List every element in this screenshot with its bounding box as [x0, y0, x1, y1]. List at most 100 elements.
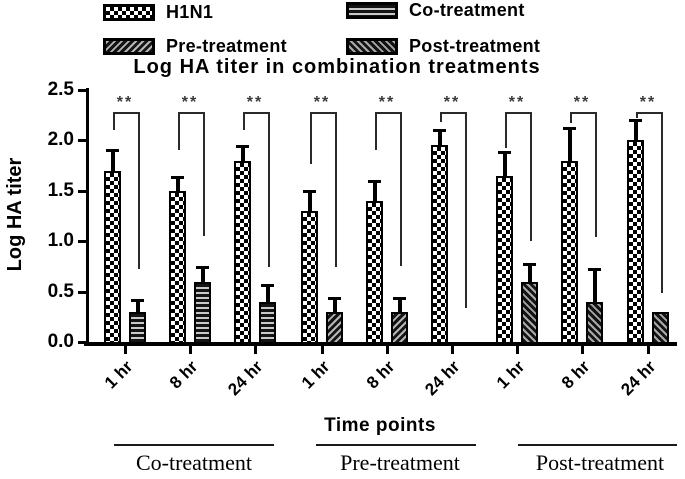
sig-bracket-left-arm: [504, 112, 507, 149]
sig-label: **: [508, 94, 526, 112]
error-bar-stem: [200, 269, 205, 282]
error-bar-stem: [265, 286, 270, 302]
x-tick-label: 24 hr: [617, 357, 660, 400]
error-bar-cap: [588, 268, 601, 272]
sig-bracket-right-arm: [660, 112, 663, 293]
sig-bracket-top: [309, 112, 337, 115]
legend-swatch-pre-treatment-icon: [103, 38, 155, 55]
x-tick-label: 1 hr: [100, 357, 137, 393]
sig-bracket-left-arm: [112, 112, 115, 131]
y-tick-mark: [78, 290, 87, 294]
x-tick-mark: [254, 345, 257, 354]
sig-bracket-top: [242, 112, 270, 115]
sig-bracket-top: [635, 112, 663, 115]
sig-label: **: [443, 94, 461, 112]
sig-bracket-left-arm: [374, 112, 377, 151]
x-axis-title: Time points: [324, 415, 436, 436]
legend-label: Post-treatment: [409, 36, 541, 56]
error-bar-stem: [437, 132, 442, 146]
y-tick-label: 1.5: [47, 179, 74, 201]
bar-treatment: [194, 281, 211, 344]
legend-label: Co-treatment: [409, 0, 525, 20]
y-tick-label: 0.5: [47, 280, 74, 302]
legend-label: Pre-treatment: [166, 36, 287, 56]
sig-label: **: [313, 94, 331, 112]
error-bar-stem: [397, 299, 402, 312]
error-bar-cap: [328, 296, 341, 300]
sig-bracket-right-arm: [464, 112, 467, 308]
sig-label: **: [116, 94, 134, 112]
legend-item-h1n1: H1N1: [103, 2, 213, 23]
x-tick-label: 8 hr: [165, 357, 202, 393]
bar-treatment: [586, 301, 603, 344]
error-bar-stem: [372, 182, 377, 201]
error-bar-stem: [567, 130, 572, 161]
sig-bracket-right-arm: [202, 112, 205, 237]
sig-bracket-left-arm: [242, 112, 245, 131]
group-label-co-treatment: Co-treatment: [135, 450, 253, 475]
sig-bracket-top: [569, 112, 597, 115]
error-bar-stem: [527, 266, 532, 282]
legend-swatch-h1n1-icon: [103, 4, 155, 21]
bar-treatment: [391, 311, 408, 344]
x-tick-mark: [124, 345, 127, 354]
x-tick-label: 24 hr: [224, 357, 267, 400]
bar-h1n1: [496, 175, 513, 344]
bar-treatment: [652, 311, 669, 344]
sig-bracket-top: [177, 112, 205, 115]
x-tick-label: 8 hr: [557, 357, 594, 393]
bar-h1n1: [431, 145, 448, 344]
error-bar-cap: [523, 263, 536, 267]
error-bar-cap: [563, 127, 576, 131]
x-tick-label: 24 hr: [421, 357, 464, 400]
error-bar-cap: [629, 119, 642, 123]
sig-bracket-left-arm: [309, 112, 312, 164]
sig-bracket-right-arm: [399, 112, 402, 267]
y-tick-mark: [78, 189, 87, 193]
y-tick-label: 0.0: [47, 331, 74, 352]
sig-bracket-right-arm: [594, 112, 597, 238]
bar-h1n1: [169, 190, 186, 344]
sig-bracket-right-arm: [334, 112, 337, 268]
sig-bracket-right-arm: [267, 112, 270, 268]
error-bar-stem: [175, 178, 180, 191]
error-bar-stem: [633, 122, 638, 141]
group-rule-post-treatment: [518, 444, 677, 446]
error-bar-cap: [236, 145, 249, 149]
group-rule-co-treatment: [114, 444, 274, 446]
error-bar-stem: [240, 148, 245, 161]
sig-bracket-left-arm: [569, 112, 572, 124]
group-rule-pre-treatment: [316, 444, 476, 446]
bar-treatment: [326, 311, 343, 344]
error-bar-cap: [171, 175, 184, 179]
error-bar-stem: [332, 299, 337, 312]
legend-swatch-co-treatment-icon: [346, 2, 398, 19]
sig-bracket-right-arm: [137, 112, 140, 270]
x-tick-mark: [516, 345, 519, 354]
error-bar-stem: [110, 152, 115, 171]
sig-label: **: [378, 94, 396, 112]
bar-treatment: [521, 281, 538, 344]
sig-bracket-left-arm: [177, 112, 180, 151]
bar-h1n1: [234, 160, 251, 344]
sig-bracket-top: [374, 112, 402, 115]
x-tick-mark: [321, 345, 324, 354]
bar-h1n1: [104, 170, 121, 344]
sig-bracket-right-arm: [529, 112, 532, 242]
sig-bracket-top: [504, 112, 532, 115]
error-bar-stem: [592, 271, 597, 302]
chart-title: Log HA titer in combination treatments: [133, 56, 541, 78]
x-tick-mark: [386, 345, 389, 354]
y-tick-label: 1.0: [47, 230, 74, 252]
error-bar-cap: [261, 283, 274, 287]
error-bar-stem: [135, 301, 140, 312]
sig-label: **: [246, 94, 264, 112]
y-tick-label: 2.0: [47, 129, 74, 151]
x-tick-mark: [647, 345, 650, 354]
y-tick-mark: [78, 341, 87, 344]
x-axis-line: [84, 342, 677, 346]
bar-treatment: [129, 311, 146, 344]
error-bar-cap: [393, 296, 406, 300]
